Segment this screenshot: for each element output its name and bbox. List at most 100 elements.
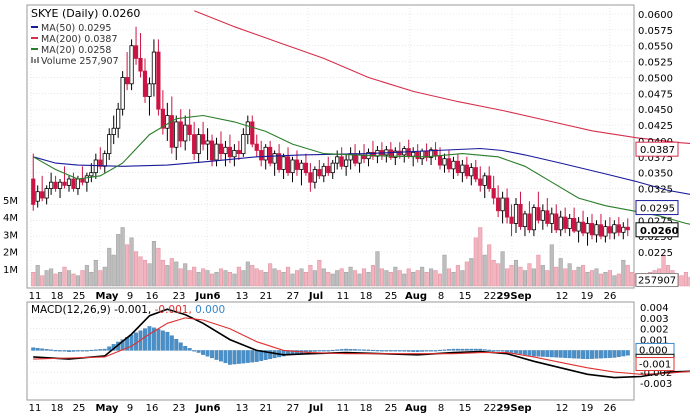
candle-body [442, 158, 447, 166]
volume-tick-label: 3M [3, 230, 18, 241]
candle [218, 131, 224, 160]
candle-body [160, 108, 165, 129]
macd-histogram-bar [156, 329, 161, 351]
volume-bar [107, 247, 112, 287]
volume-bar [111, 254, 116, 287]
candle-body [120, 77, 125, 110]
macd-histogram-bar [219, 350, 223, 362]
candle-body [308, 172, 313, 183]
macd-histogram-bar [178, 342, 183, 351]
macd-histogram-bar [451, 348, 456, 351]
volume-bar [567, 263, 572, 287]
macd-histogram-bar [594, 350, 599, 359]
x-tick-label: Jul [308, 403, 323, 414]
volume-bar [549, 244, 554, 287]
volume-bar [93, 259, 98, 287]
volume-bar [531, 268, 536, 287]
volume-bar [688, 277, 690, 287]
candle [321, 163, 326, 183]
candle [241, 128, 246, 157]
macd-histogram-bar [353, 349, 358, 351]
candle [187, 109, 192, 141]
macd-histogram-bar [308, 350, 313, 352]
macd-histogram-bar [379, 350, 384, 352]
macd-tick-label: 0.003 [640, 314, 669, 325]
candle-body [57, 181, 63, 189]
candle-body [165, 115, 170, 129]
candle-body [446, 158, 452, 170]
x-tick-label: 9 [127, 403, 133, 414]
x-tick-label: 12 [556, 291, 569, 302]
macd-lines [33, 308, 690, 379]
candle [339, 147, 344, 170]
volume-bar [285, 266, 291, 287]
candle [120, 71, 125, 116]
candle-body [549, 213, 554, 224]
macd-histogram-bar [549, 350, 554, 358]
volume-bar [66, 270, 72, 287]
volume-bar [102, 266, 107, 287]
price-marker: 0.0295 [635, 200, 679, 216]
candle-body [245, 121, 250, 135]
macd-histogram-bar [151, 327, 156, 351]
candle [49, 172, 54, 195]
volume-bar [603, 271, 608, 287]
volume-bar [75, 275, 80, 287]
volume-bar [446, 268, 451, 287]
x-tick-label: 23 [173, 291, 186, 302]
candle-body [504, 197, 510, 218]
candle-body [133, 45, 139, 59]
candle-body [420, 150, 425, 160]
volume-bar [482, 254, 487, 287]
price-tick-label: 0.0475 [638, 89, 673, 100]
x-tick-label: May [96, 291, 119, 302]
candle-body [496, 197, 501, 212]
candle-body [621, 226, 626, 233]
x-tick-label: 19 [581, 291, 594, 302]
candle-body [303, 162, 309, 174]
candle [201, 121, 206, 151]
volume-bar [250, 265, 255, 287]
macd-tick-label: -0.002 [640, 368, 672, 379]
macd-marker-box [635, 357, 675, 372]
volume-last-marker: 257907 [635, 273, 679, 288]
candle-body [80, 178, 85, 183]
candle-body [178, 121, 183, 142]
volume-bar [49, 268, 54, 287]
candle-body [585, 223, 590, 234]
volume-bar [393, 266, 398, 287]
volume-bar [196, 271, 201, 287]
volume-bar [254, 268, 259, 287]
candle [35, 185, 40, 208]
x-tick-label: Aug [405, 403, 427, 414]
candle [370, 140, 376, 160]
candle [196, 128, 201, 164]
macd-histogram-bar [236, 350, 241, 364]
x-tick-label: 25 [385, 291, 398, 302]
price-tick-label: 0.0575 [638, 26, 673, 37]
volume-bar [518, 266, 523, 287]
volume-bar [683, 271, 688, 287]
candle-body [522, 213, 528, 228]
candle [268, 140, 273, 167]
candle-body [272, 153, 277, 164]
candle-body [241, 134, 246, 155]
macd-histogram-bar [371, 349, 375, 352]
price-marker-box [635, 222, 679, 238]
x-tick-label: 19 [581, 403, 594, 414]
macd-histogram-bar [590, 350, 594, 359]
volume-bar [259, 270, 264, 287]
candle-body [406, 148, 411, 157]
volume-bar [540, 265, 545, 287]
candle-body [75, 178, 81, 189]
price-tick-label: 0.0450 [638, 105, 673, 116]
macd-histogram-bar [339, 349, 344, 351]
candle [84, 172, 89, 192]
candle [522, 210, 528, 237]
x-tick-label: 18 [360, 291, 373, 302]
volume-bar [366, 271, 371, 287]
candle-body [98, 159, 103, 167]
candle [473, 159, 478, 183]
macd-histogram-bar [384, 350, 389, 352]
